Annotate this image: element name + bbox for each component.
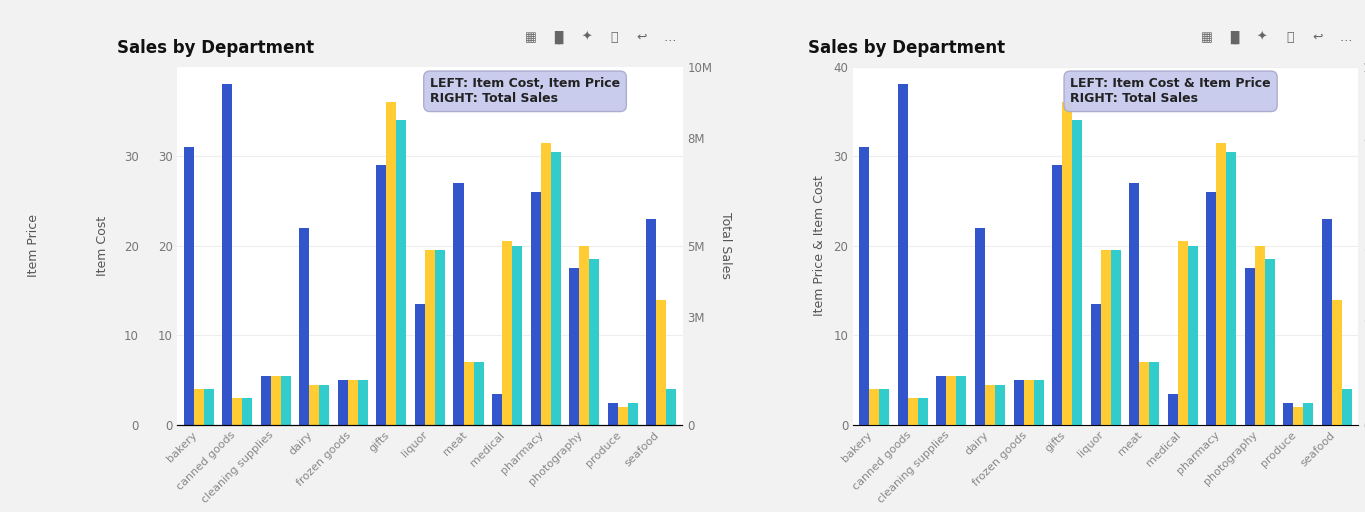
Text: …: … bbox=[1339, 31, 1351, 44]
Text: ▐▌: ▐▌ bbox=[1224, 31, 1244, 44]
Bar bbox=[995, 385, 1005, 425]
Bar bbox=[1100, 250, 1111, 425]
Bar bbox=[184, 147, 194, 425]
Bar bbox=[1111, 250, 1121, 425]
Text: ▐▌: ▐▌ bbox=[549, 31, 568, 44]
Bar bbox=[1024, 380, 1033, 425]
Bar bbox=[607, 402, 618, 425]
Bar bbox=[898, 84, 908, 425]
Text: 💡: 💡 bbox=[610, 31, 618, 44]
Bar bbox=[1332, 300, 1342, 425]
Bar bbox=[1207, 192, 1216, 425]
Bar bbox=[657, 300, 666, 425]
Bar bbox=[1216, 143, 1226, 425]
Bar bbox=[337, 380, 348, 425]
Bar bbox=[986, 385, 995, 425]
Bar bbox=[386, 102, 396, 425]
Text: LEFT: Item Cost & Item Price
RIGHT: Total Sales: LEFT: Item Cost & Item Price RIGHT: Tota… bbox=[1070, 77, 1271, 105]
Bar bbox=[1062, 102, 1072, 425]
Bar bbox=[908, 398, 917, 425]
Bar bbox=[1304, 402, 1313, 425]
Bar bbox=[1072, 120, 1082, 425]
Text: ▦: ▦ bbox=[1201, 31, 1212, 44]
Bar bbox=[299, 228, 310, 425]
Bar bbox=[310, 385, 319, 425]
Bar bbox=[1140, 362, 1149, 425]
Bar bbox=[464, 362, 474, 425]
Bar bbox=[569, 268, 579, 425]
Bar bbox=[550, 152, 561, 425]
Bar bbox=[203, 389, 214, 425]
Text: LEFT: Item Cost, Item Price
RIGHT: Total Sales: LEFT: Item Cost, Item Price RIGHT: Total… bbox=[430, 77, 620, 105]
Y-axis label: Item Price & Item Cost: Item Price & Item Cost bbox=[814, 175, 826, 316]
Bar bbox=[502, 241, 512, 425]
Bar bbox=[1342, 389, 1351, 425]
Bar bbox=[415, 304, 425, 425]
Bar bbox=[1294, 407, 1304, 425]
Bar bbox=[242, 398, 253, 425]
Bar bbox=[1188, 246, 1198, 425]
Bar bbox=[1226, 152, 1237, 425]
Bar bbox=[590, 259, 599, 425]
Bar bbox=[358, 380, 369, 425]
Y-axis label: Item Cost: Item Cost bbox=[96, 216, 109, 276]
Bar bbox=[232, 398, 242, 425]
Bar bbox=[1245, 268, 1254, 425]
Bar bbox=[628, 402, 637, 425]
Bar bbox=[975, 228, 986, 425]
Bar bbox=[1129, 183, 1140, 425]
Bar bbox=[1033, 380, 1044, 425]
Bar bbox=[1149, 362, 1159, 425]
Bar bbox=[222, 84, 232, 425]
Bar bbox=[541, 143, 550, 425]
Bar bbox=[348, 380, 358, 425]
Bar bbox=[870, 389, 879, 425]
Bar bbox=[270, 376, 281, 425]
Bar bbox=[1052, 165, 1062, 425]
Bar bbox=[377, 165, 386, 425]
Bar bbox=[957, 376, 966, 425]
Text: …: … bbox=[663, 31, 676, 44]
Bar bbox=[1283, 402, 1294, 425]
Bar bbox=[618, 407, 628, 425]
Bar bbox=[512, 246, 523, 425]
Bar bbox=[194, 389, 203, 425]
Text: Sales by Department: Sales by Department bbox=[808, 39, 1005, 57]
Bar bbox=[396, 120, 407, 425]
Bar bbox=[1167, 394, 1178, 425]
Bar bbox=[281, 376, 291, 425]
Bar bbox=[1321, 219, 1332, 425]
Text: ↩: ↩ bbox=[637, 31, 647, 44]
Text: Sales by Department: Sales by Department bbox=[117, 39, 314, 57]
Bar bbox=[1091, 304, 1100, 425]
Y-axis label: Total Sales: Total Sales bbox=[719, 212, 732, 279]
Bar bbox=[946, 376, 957, 425]
Bar bbox=[435, 250, 445, 425]
Bar bbox=[666, 389, 676, 425]
Bar bbox=[319, 385, 329, 425]
Text: ✦: ✦ bbox=[581, 31, 592, 44]
Bar bbox=[1254, 246, 1265, 425]
Bar bbox=[531, 192, 541, 425]
Bar bbox=[579, 246, 590, 425]
Bar bbox=[917, 398, 928, 425]
Bar bbox=[646, 219, 657, 425]
Text: 💡: 💡 bbox=[1286, 31, 1294, 44]
Bar bbox=[936, 376, 946, 425]
Text: ▦: ▦ bbox=[526, 31, 536, 44]
Bar bbox=[425, 250, 435, 425]
Text: ✦: ✦ bbox=[1257, 31, 1268, 44]
Bar bbox=[261, 376, 270, 425]
Bar bbox=[1178, 241, 1188, 425]
Bar bbox=[860, 147, 870, 425]
Text: ↩: ↩ bbox=[1313, 31, 1323, 44]
Bar bbox=[879, 389, 890, 425]
Bar bbox=[491, 394, 502, 425]
Bar bbox=[1265, 259, 1275, 425]
Y-axis label: Item Price: Item Price bbox=[27, 214, 41, 278]
Bar bbox=[453, 183, 464, 425]
Bar bbox=[1013, 380, 1024, 425]
Bar bbox=[474, 362, 483, 425]
